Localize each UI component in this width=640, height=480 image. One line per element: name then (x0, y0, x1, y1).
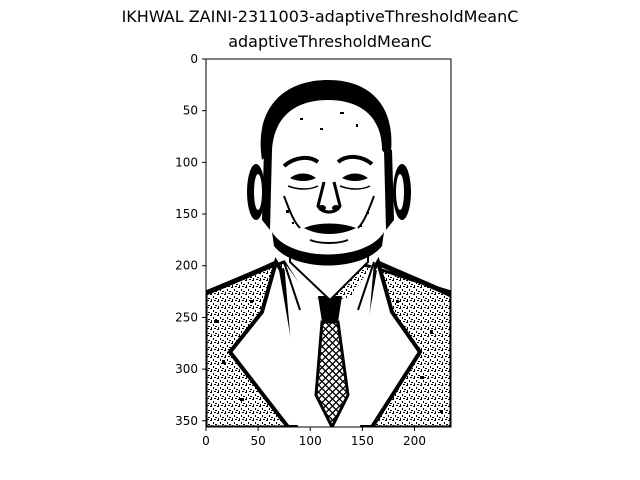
x-tick-label: 50 (250, 434, 265, 448)
thresholded-portrait (206, 59, 451, 427)
axes-title: adaptiveThresholdMeanC (228, 32, 432, 51)
x-axis: 0 50 100 150 200 (202, 427, 426, 448)
y-tick-label: 300 (175, 362, 198, 376)
y-tick-label: 0 (190, 52, 198, 66)
y-axis: 0 50 100 150 200 250 300 350 (175, 52, 206, 428)
x-tick-label: 200 (403, 434, 426, 448)
y-tick-label: 200 (175, 259, 198, 273)
y-tick-label: 50 (183, 104, 198, 118)
x-tick-label: 0 (202, 434, 210, 448)
y-tick-label: 150 (175, 207, 198, 221)
x-tick-label: 150 (351, 434, 374, 448)
axes-frame (205, 58, 452, 428)
y-tick-label: 100 (175, 155, 198, 169)
figure-suptitle: IKHWAL ZAINI-2311003-adaptiveThresholdMe… (121, 7, 519, 26)
y-tick-label: 250 (175, 310, 198, 324)
x-tick-label: 100 (299, 434, 322, 448)
y-tick-label: 350 (175, 414, 198, 428)
